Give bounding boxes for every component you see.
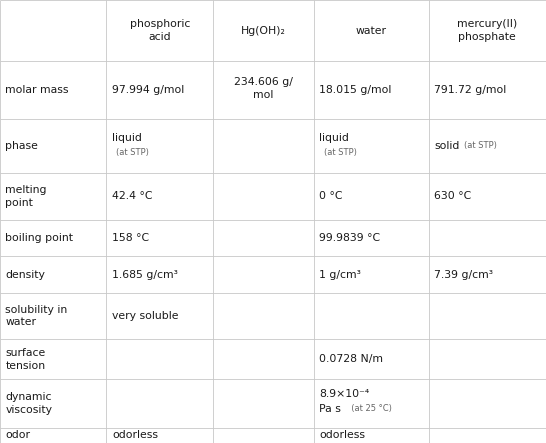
Text: Pa s: Pa s [319, 404, 341, 414]
Text: 99.9839 °C: 99.9839 °C [319, 233, 381, 243]
Text: liquid: liquid [112, 133, 142, 143]
Text: 791.72 g/mol: 791.72 g/mol [434, 85, 506, 95]
Text: odorless: odorless [112, 431, 158, 440]
Text: 8.9×10⁻⁴: 8.9×10⁻⁴ [319, 389, 370, 399]
Text: 158 °C: 158 °C [112, 233, 149, 243]
Text: (at STP): (at STP) [116, 148, 149, 157]
Text: surface
tension: surface tension [5, 348, 46, 371]
Text: 630 °C: 630 °C [434, 191, 471, 202]
Text: solid: solid [434, 141, 459, 151]
Text: dynamic
viscosity: dynamic viscosity [5, 392, 52, 415]
Text: phase: phase [5, 141, 38, 151]
Text: 0.0728 N/m: 0.0728 N/m [319, 354, 383, 364]
Text: melting
point: melting point [5, 185, 47, 208]
Text: Hg(OH)₂: Hg(OH)₂ [241, 26, 286, 35]
Text: 7.39 g/cm³: 7.39 g/cm³ [434, 270, 493, 280]
Text: 18.015 g/mol: 18.015 g/mol [319, 85, 392, 95]
Text: very soluble: very soluble [112, 311, 179, 321]
Text: mercury(II)
phosphate: mercury(II) phosphate [457, 19, 518, 42]
Text: odor: odor [5, 431, 31, 440]
Text: 97.994 g/mol: 97.994 g/mol [112, 85, 184, 95]
Text: 234.606 g/: 234.606 g/ [234, 77, 293, 87]
Text: water: water [356, 26, 387, 35]
Text: mol: mol [253, 90, 274, 100]
Text: (at STP): (at STP) [464, 141, 497, 150]
Text: odorless: odorless [319, 431, 365, 440]
Text: 42.4 °C: 42.4 °C [112, 191, 152, 202]
Text: 1 g/cm³: 1 g/cm³ [319, 270, 361, 280]
Text: boiling point: boiling point [5, 233, 74, 243]
Text: liquid: liquid [319, 133, 349, 143]
Text: solubility in
water: solubility in water [5, 305, 68, 327]
Text: phosphoric
acid: phosphoric acid [129, 19, 190, 42]
Text: (at STP): (at STP) [324, 148, 357, 157]
Text: density: density [5, 270, 45, 280]
Text: molar mass: molar mass [5, 85, 69, 95]
Text: 0 °C: 0 °C [319, 191, 343, 202]
Text: 1.685 g/cm³: 1.685 g/cm³ [112, 270, 178, 280]
Text: (at 25 °C): (at 25 °C) [346, 404, 391, 413]
